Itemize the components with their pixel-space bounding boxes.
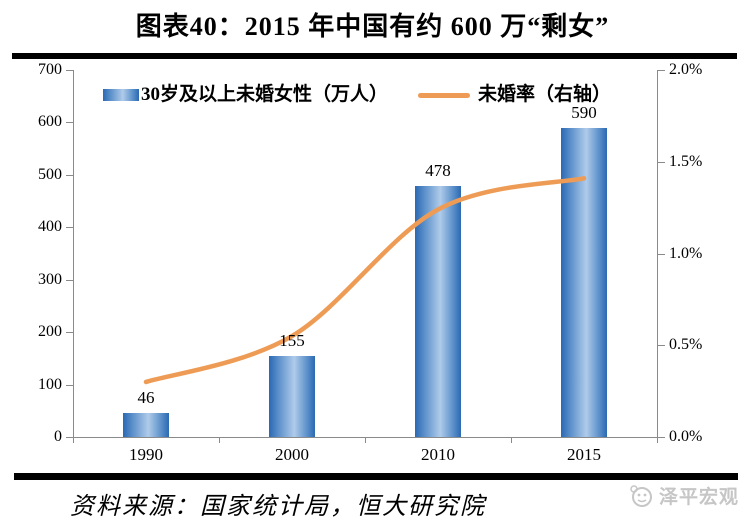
zeping-logo-icon: [630, 484, 652, 507]
bar-1990: [123, 412, 169, 437]
chart-legend: 30岁及以上未婚女性（万人） 未婚率（右轴）: [103, 84, 611, 106]
chart-title: 图表40：2015 年中国有约 600 万“剩女”: [135, 12, 610, 41]
x-axis-tick: [219, 437, 220, 443]
unmarried-rate-line-path: [143, 176, 587, 385]
right-axis-tick: [658, 70, 665, 71]
left-axis-tick: [66, 227, 73, 229]
line-series-label: 未婚率（右轴）: [478, 84, 612, 105]
bar-series-label: 30岁及以上未婚女性（万人）: [141, 84, 389, 105]
x-axis-tick: [511, 437, 512, 443]
bar-value-label: 155: [279, 330, 305, 350]
y-axis-label-left: 400: [38, 218, 62, 236]
y-axis-label-left: 100: [38, 375, 62, 393]
left-axis-line: [73, 70, 74, 438]
y-axis-label-left: 500: [38, 165, 62, 183]
x-axis-label: 2000: [275, 445, 309, 464]
x-axis-tick: [73, 437, 74, 443]
left-axis-tick: [66, 384, 73, 386]
left-axis-tick: [66, 122, 73, 124]
y-axis-label-left: 0: [54, 428, 62, 445]
x-axis-label: 1990: [129, 445, 163, 464]
x-axis-tick: [365, 437, 366, 443]
left-axis-tick: [66, 174, 73, 176]
x-axis-label: 2015: [567, 445, 601, 464]
line-series-swatch-icon: [418, 92, 471, 98]
y-axis-label-left: 300: [38, 270, 62, 288]
zeping-logo: 泽平宏观: [628, 482, 739, 509]
y-axis-label-right: 1.0%: [669, 244, 703, 262]
bar-value-label: 478: [425, 161, 451, 181]
bar-2010: [415, 186, 461, 437]
bar-value-label: 46: [137, 387, 155, 407]
bar-series-swatch-icon: [103, 89, 139, 101]
y-axis-label-right: 1.5%: [669, 152, 703, 170]
x-axis-label: 2010: [421, 445, 455, 464]
bar-2000: [269, 355, 315, 437]
right-axis-tick: [658, 437, 665, 438]
y-axis-label-right: 2.0%: [669, 61, 703, 78]
title-divider: [12, 53, 737, 59]
left-axis-tick: [66, 70, 73, 71]
y-axis-label-left: 600: [38, 113, 62, 131]
bar-value-label: 590: [571, 102, 597, 122]
right-axis-line: [657, 70, 658, 438]
right-axis-tick: [658, 345, 665, 347]
source-note: 资料来源：国家统计局，恒大研究院: [70, 494, 486, 520]
zeping-logo-text: 泽平宏观: [658, 487, 739, 508]
right-axis-tick: [658, 253, 665, 255]
left-axis-tick: [66, 332, 73, 334]
x-axis-tick: [657, 437, 658, 443]
left-axis-tick: [66, 279, 73, 281]
footer-divider: [14, 473, 738, 480]
left-axis-tick: [66, 437, 73, 438]
y-axis-label-left: 200: [38, 323, 62, 341]
right-axis-tick: [658, 161, 665, 163]
y-axis-label-left: 700: [38, 61, 62, 78]
y-axis-label-right: 0.5%: [669, 336, 703, 354]
y-axis-label-right: 0.0%: [669, 428, 703, 445]
